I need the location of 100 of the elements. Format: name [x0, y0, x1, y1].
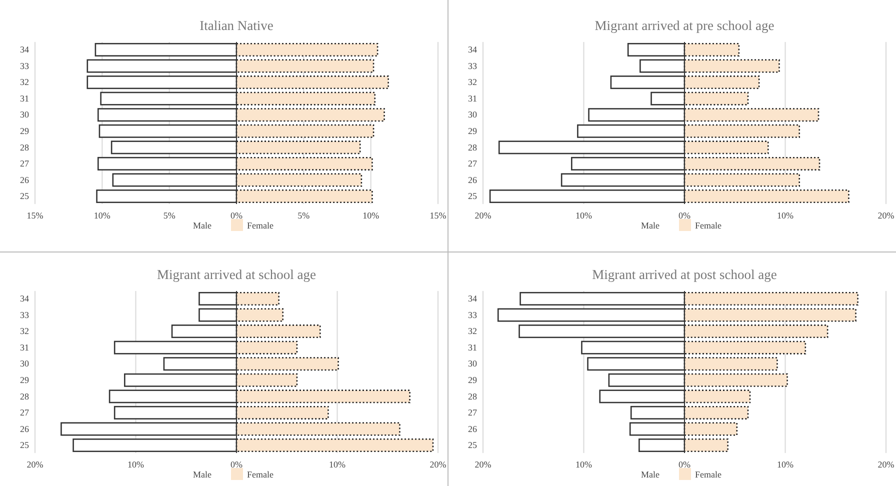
bar: [684, 124, 800, 138]
text: Male: [641, 470, 660, 480]
bar: [684, 308, 856, 322]
x-tick-label: 0%: [230, 459, 243, 470]
bar: [684, 438, 728, 452]
text: Male: [193, 220, 212, 230]
y-tick-label: 32: [20, 326, 29, 336]
bar: [236, 108, 385, 122]
legend-label: Female: [695, 220, 722, 230]
y-tick-label: 33: [468, 60, 478, 71]
y-tick-label: 34: [468, 294, 478, 304]
bar: [684, 406, 749, 420]
x-tick-label: 10%: [329, 459, 346, 470]
y-tick-label: 25: [20, 191, 30, 202]
y-tick-label: 27: [468, 408, 478, 418]
y-tick-label: 28: [20, 142, 30, 152]
bar: [236, 422, 400, 436]
y-tick-label: 26: [20, 424, 30, 434]
y-tick-label: 27: [20, 408, 30, 418]
y-tick-label: 28: [20, 391, 30, 402]
text: Male: [641, 220, 660, 230]
y-tick-label: 33: [468, 310, 478, 320]
bar: [236, 406, 329, 420]
x-tick-label: 10%: [94, 210, 111, 220]
x-tick-label: 15%: [26, 210, 44, 220]
bar: [684, 357, 778, 371]
bar: [684, 190, 850, 204]
y-tick-label: 28: [468, 391, 478, 402]
x-tick-label: 0%: [678, 459, 691, 470]
bar: [684, 324, 828, 338]
x-tick-label: 15%: [430, 210, 447, 220]
y-tick-label: 25: [468, 191, 478, 202]
bar: [236, 124, 374, 138]
y-tick-label: 30: [468, 110, 478, 120]
bar: [236, 324, 321, 338]
bar: [684, 390, 751, 404]
x-tick-label: 20%: [474, 210, 492, 220]
y-tick-label: 31: [468, 93, 477, 104]
chart-title: Italian Native: [200, 18, 274, 33]
bar: [684, 59, 780, 73]
bar: [684, 340, 806, 354]
y-tick-label: 27: [468, 158, 478, 169]
y-tick-label: 32: [468, 77, 477, 88]
y-tick-label: 31: [20, 342, 29, 352]
bar: [684, 173, 800, 187]
x-tick-label: 20%: [474, 459, 492, 470]
bar: [684, 156, 820, 170]
y-tick-label: 27: [20, 158, 30, 169]
x-tick-label: 10%: [777, 459, 794, 470]
text: Male: [193, 470, 212, 480]
x-tick-label: 0%: [678, 210, 691, 220]
bar: [236, 438, 434, 452]
x-tick-label: 5%: [298, 210, 310, 220]
bar: [684, 92, 749, 106]
chart-title: Migrant arrived at pre school age: [594, 18, 774, 33]
x-tick-label: 20%: [430, 459, 447, 470]
bar: [236, 59, 374, 73]
bar: [236, 292, 280, 306]
y-tick-label: 29: [20, 126, 30, 136]
bar: [236, 373, 298, 387]
y-tick-label: 33: [20, 60, 30, 71]
bar: [236, 173, 362, 187]
bar: [684, 76, 760, 90]
x-tick-label: 0%: [230, 210, 243, 220]
y-tick-label: 30: [20, 358, 30, 369]
y-tick-label: 34: [20, 44, 30, 55]
y-tick-label: 29: [20, 375, 30, 386]
bar: [684, 292, 858, 306]
y-tick-label: 30: [20, 110, 30, 120]
bar: [236, 340, 298, 354]
y-tick-label: 30: [468, 358, 478, 369]
x-tick-label: 10%: [128, 459, 144, 470]
y-tick-label: 26: [20, 174, 30, 185]
bar: [236, 390, 410, 404]
bar: [236, 42, 378, 56]
y-tick-label: 29: [468, 126, 478, 136]
x-tick-label: 20%: [26, 459, 44, 470]
y-tick-label: 25: [20, 440, 30, 450]
y-tick-label: 32: [20, 77, 29, 88]
chart-title: Migrant arrived at school age: [157, 267, 316, 282]
bar: [684, 422, 738, 436]
y-tick-label: 25: [468, 440, 478, 450]
bar: [684, 42, 740, 56]
x-tick-label: 20%: [878, 210, 895, 220]
bar: [236, 92, 376, 106]
bar: [236, 76, 389, 90]
bar: [236, 156, 373, 170]
bar: [684, 373, 788, 387]
y-tick-label: 28: [468, 142, 478, 152]
x-tick-label: 20%: [878, 459, 895, 470]
bar: [236, 308, 284, 322]
bar: [684, 140, 769, 154]
y-tick-label: 26: [468, 174, 478, 185]
bar: [236, 190, 373, 204]
y-tick-label: 29: [468, 375, 478, 386]
y-tick-label: 33: [20, 310, 30, 320]
y-tick-label: 31: [20, 93, 29, 104]
x-tick-label: 10%: [576, 210, 592, 220]
bar: [236, 140, 361, 154]
bar: [236, 357, 339, 371]
